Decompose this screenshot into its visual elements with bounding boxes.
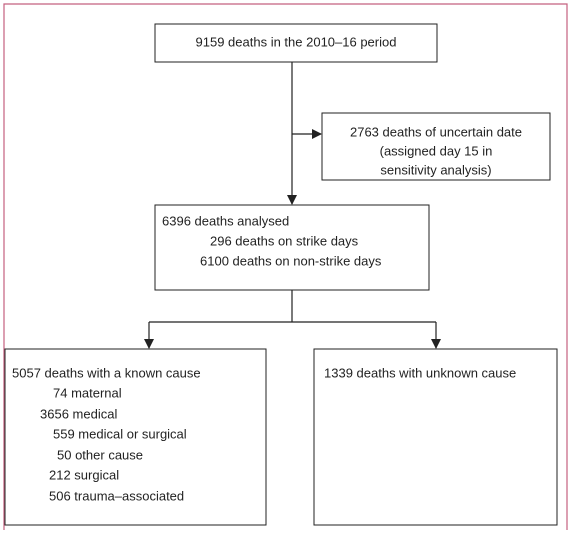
box-text: 212 surgical (49, 467, 119, 482)
box-text: sensitivity analysis) (380, 162, 491, 177)
box-known-cause (4, 348, 267, 526)
box-unknown-cause (313, 348, 558, 526)
box-text: 506 trauma–associated (49, 488, 184, 503)
box-text: 3656 medical (40, 406, 117, 421)
box-text: 9159 deaths in the 2010–16 period (196, 34, 397, 49)
frame (3, 3, 568, 530)
box-uncertain (321, 112, 551, 181)
box-text: (assigned day 15 in (380, 143, 493, 158)
box-text: 6100 deaths on non-strike days (200, 253, 382, 268)
box-text: 2763 deaths of uncertain date (350, 124, 522, 139)
box-text: 559 medical or surgical (53, 426, 187, 441)
box-text: 1339 deaths with unknown cause (324, 365, 516, 380)
box-text: 5057 deaths with a known cause (12, 365, 201, 380)
box-total (154, 23, 438, 63)
box-text: 296 deaths on strike days (210, 233, 359, 248)
box-text: 74 maternal (53, 385, 122, 400)
box-text: 50 other cause (57, 447, 143, 462)
box-text: 6396 deaths analysed (162, 213, 289, 228)
